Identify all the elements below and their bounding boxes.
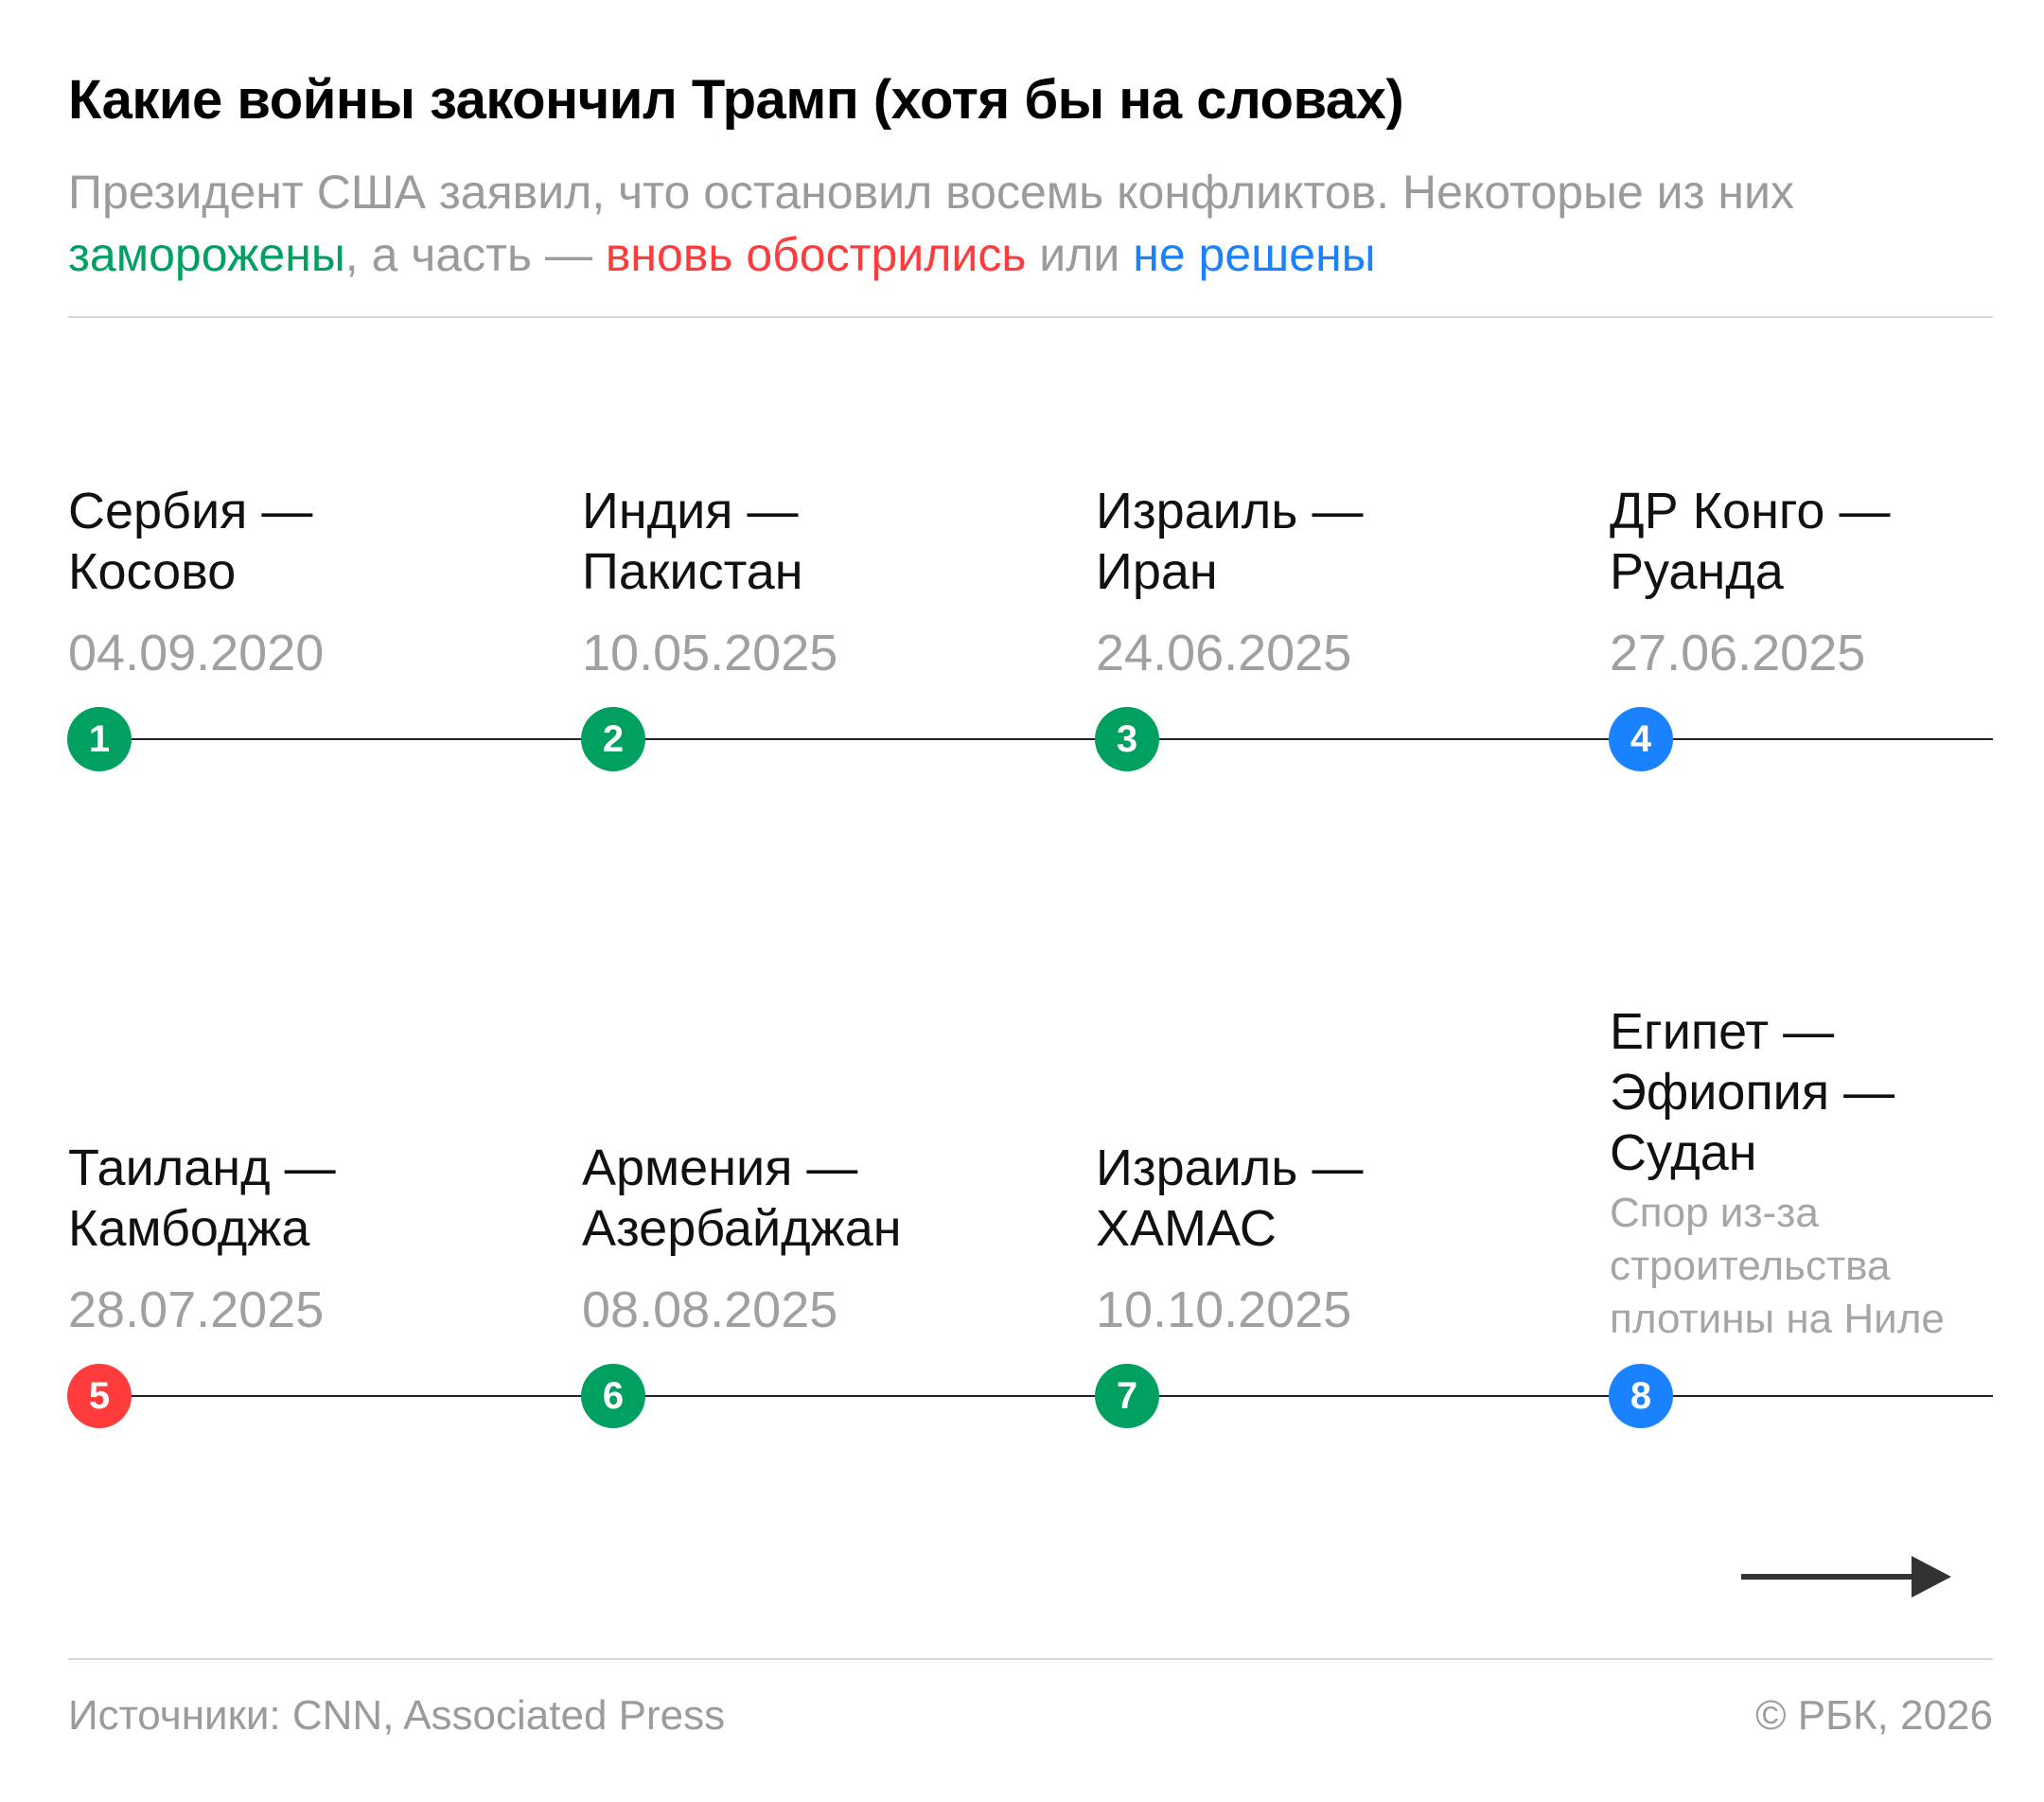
conflict-1-name-line2: Косово	[68, 543, 237, 600]
conflict-6-name-line2: Азербайджан	[582, 1200, 902, 1257]
subtitle-text-2: , а часть —	[344, 228, 606, 281]
conflict-8-marker: 8	[1609, 1364, 1673, 1428]
subtitle-unresolved-highlight: не решены	[1133, 228, 1376, 281]
right-arrow-icon	[1741, 1556, 1951, 1598]
timeline-row-1	[68, 738, 1993, 740]
conflict-8-note-line2: строительства	[1610, 1243, 1891, 1289]
conflict-2-name-line2: Пакистан	[582, 543, 803, 600]
conflict-6-name-line1: Армения —	[582, 1140, 858, 1196]
page-title: Какие войны закончил Трамп (хотя бы на с…	[68, 69, 1404, 131]
conflict-3-marker: 3	[1095, 707, 1159, 771]
conflict-5-name-line1: Таиланд —	[68, 1140, 336, 1196]
conflict-8-name-line2: Эфиопия —	[1610, 1064, 1895, 1121]
conflict-4-name-line2: Руанда	[1610, 543, 1784, 600]
conflict-4-name-line1: ДР Конго —	[1610, 483, 1891, 539]
header-divider	[68, 316, 1993, 318]
conflict-2-date: 10.05.2025	[582, 625, 838, 681]
conflict-5: Таиланд — Камбоджа 28.07.2025	[68, 1138, 560, 1340]
conflict-3: Израиль — Иран 24.06.2025	[1096, 481, 1588, 683]
conflict-4: ДР Конго — Руанда 27.06.2025	[1610, 481, 2044, 683]
conflict-1-name-line1: Сербия —	[68, 483, 313, 539]
subtitle-text-1: Президент США заявил, что остановил восе…	[68, 166, 1794, 219]
conflict-7-name-line1: Израиль —	[1096, 1140, 1364, 1196]
conflict-4-date: 27.06.2025	[1610, 625, 1866, 681]
conflict-5-name-line2: Камбоджа	[68, 1200, 310, 1257]
conflict-4-marker: 4	[1609, 707, 1673, 771]
subtitle-escalated-highlight: вновь обострились	[605, 228, 1027, 281]
conflict-3-date: 24.06.2025	[1096, 625, 1352, 681]
conflict-1: Сербия — Косово 04.09.2020	[68, 481, 560, 683]
conflict-6: Армения — Азербайджан 08.08.2025	[582, 1138, 1074, 1340]
page-subtitle: Президент США заявил, что остановил восе…	[68, 161, 1999, 286]
subtitle-frozen-highlight: заморожены	[68, 228, 345, 281]
conflict-2-name-line1: Индия —	[582, 483, 799, 539]
conflict-6-date: 08.08.2025	[582, 1281, 838, 1338]
conflict-8-note-line1: Спор из-за	[1610, 1190, 1819, 1236]
footer-copyright: © РБК, 2026	[1755, 1692, 1993, 1739]
conflict-3-name-line1: Израиль —	[1096, 483, 1364, 539]
timeline-row-2	[68, 1395, 1993, 1397]
subtitle-text-3: или	[1026, 228, 1134, 281]
conflict-8-name-line3: Судан	[1610, 1124, 1757, 1181]
footer-divider	[68, 1658, 1993, 1660]
conflict-2-marker: 2	[581, 707, 645, 771]
conflict-8-name-line1: Египет —	[1610, 1003, 1835, 1060]
conflict-7-name-line2: ХАМАС	[1096, 1200, 1277, 1257]
conflict-1-date: 04.09.2020	[68, 625, 325, 681]
conflict-7-date: 10.10.2025	[1096, 1281, 1352, 1338]
conflict-7: Израиль — ХАМАС 10.10.2025	[1096, 1138, 1588, 1340]
conflict-7-marker: 7	[1095, 1364, 1159, 1428]
footer-sources: Источники: CNN, Associated Press	[68, 1692, 726, 1739]
conflict-5-date: 28.07.2025	[68, 1281, 325, 1338]
conflict-5-marker: 5	[67, 1364, 132, 1428]
conflict-2: Индия — Пакистан 10.05.2025	[582, 481, 1074, 683]
conflict-8-note-line3: плотины на Ниле	[1610, 1296, 1945, 1342]
conflict-1-marker: 1	[67, 707, 132, 771]
conflict-6-marker: 6	[581, 1364, 645, 1428]
conflict-8: Египет — Эфиопия — Судан Спор из-за стро…	[1610, 1001, 2007, 1346]
conflict-3-name-line2: Иран	[1096, 543, 1218, 600]
